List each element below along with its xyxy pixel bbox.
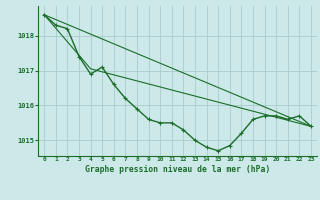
- X-axis label: Graphe pression niveau de la mer (hPa): Graphe pression niveau de la mer (hPa): [85, 165, 270, 174]
